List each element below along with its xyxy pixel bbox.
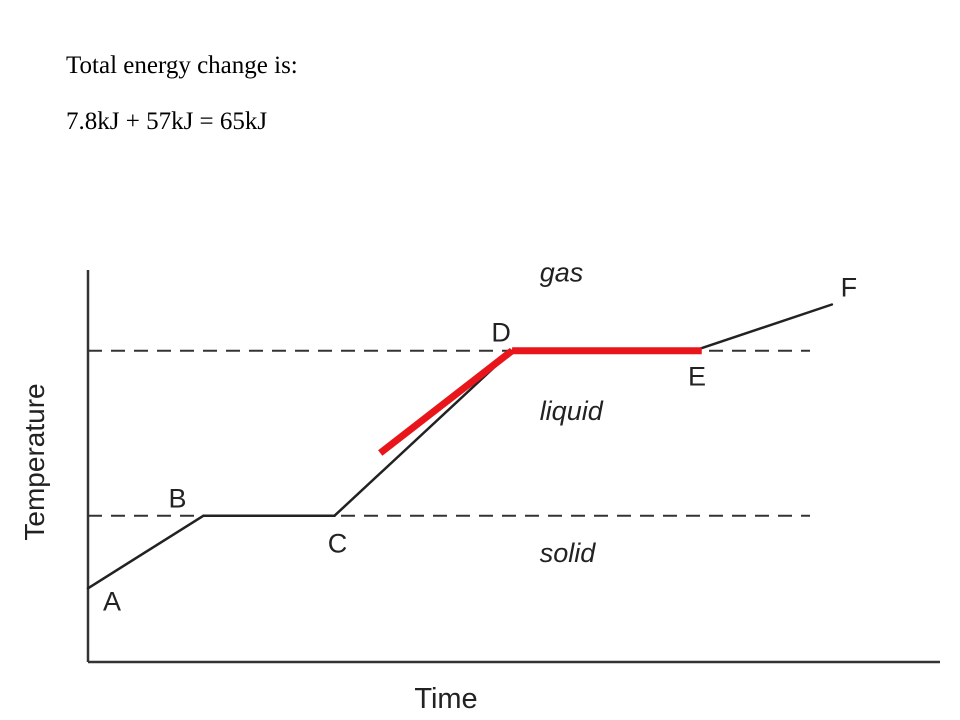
point-label-f: F [841,273,858,303]
region-labels: solid liquid gas [540,257,604,568]
y-axis-label: Temperature [19,383,50,540]
x-axis-label: Time [414,683,477,715]
curve-segment-AB [86,514,205,590]
point-label-d: D [491,318,511,348]
curve [86,303,834,590]
point-labels: A B C D E F [103,273,857,617]
point-label-e: E [688,362,706,392]
highlight-segment-1 [378,347,515,456]
point-label-c: C [328,529,348,559]
annotation-line-1: Total energy change is: [66,52,298,79]
annotation-line-2: 7.8kJ + 57kJ = 65kJ [66,108,268,135]
curve-segment-CD [333,349,514,517]
region-label-liquid: liquid [540,396,604,426]
region-label-solid: solid [540,538,597,568]
region-label-gas: gas [540,257,584,287]
chart-axes [86,270,940,664]
curve-segment-EF [692,303,834,352]
highlight-segments [378,347,702,456]
point-label-b: B [169,484,187,514]
point-label-a: A [103,586,121,616]
